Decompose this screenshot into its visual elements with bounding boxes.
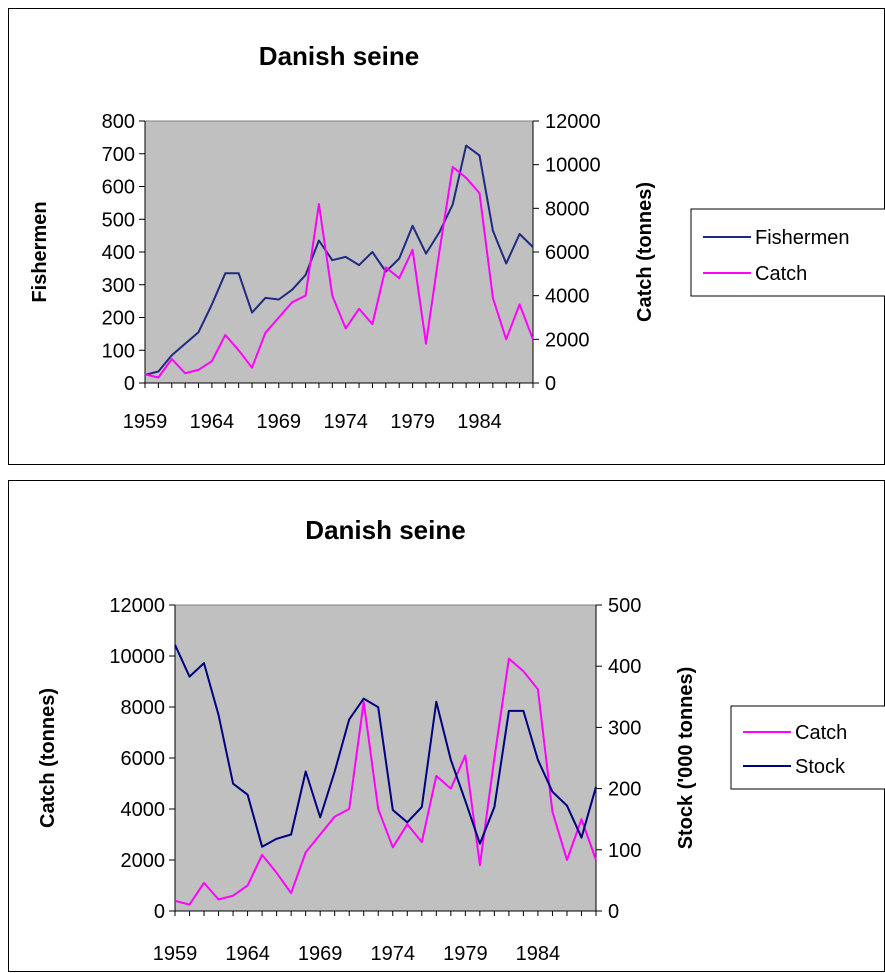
y-left-tick-label: 10000 [109,646,165,668]
y-right-tick-label: 500 [608,595,641,617]
y-right-axis-title: Stock ('000 tonnes) [675,667,697,850]
y-right-tick-label: 400 [608,656,641,678]
y-left-tick-label: 200 [102,308,135,330]
y-left-tick-label: 100 [102,340,135,362]
chart-fishermen-catch: Danish seine 0 100 200 300 400 500 600 700 800 0 20… [8,8,885,465]
y-right-tick-label: 0 [608,901,619,923]
y-left-tick-label: 6000 [121,748,166,770]
y-left-tick-label: 600 [102,177,135,199]
series-line-catch [144,165,534,379]
legend-label-stock: Stock [795,756,846,778]
y-right-tick-label: 10000 [545,155,601,177]
y-right-tick-label: 12000 [545,111,601,133]
series-line-fishermen [144,144,534,376]
x-tick-label: 1959 [123,411,168,433]
y-left-tick-label: 700 [102,144,135,166]
plot-area [144,120,534,384]
x-tick-label: 1974 [323,411,368,433]
chart-catch-stock: Danish seine 0 2000 4000 6000 8000 10000 12000 0… [8,480,885,972]
legend-label-catch: Catch [755,263,807,285]
x-tick-label: 1984 [457,411,502,433]
x-tick-label: 1979 [443,943,488,965]
x-tick-label: 1969 [298,943,343,965]
chart-catch-stock-svg: Danish seine 0 2000 4000 6000 8000 10000 12000 0… [37,515,885,965]
chart-title: Danish seine [305,515,465,545]
y-left-axis-title: Catch (tonnes) [37,688,59,828]
y-right-tick-label: 300 [608,717,641,739]
chart-title: Danish seine [259,41,419,71]
y-left-tick-label: 800 [102,111,135,133]
series-line-stock [174,644,597,848]
legend-box [690,208,885,297]
x-tick-label: 1959 [153,943,198,965]
y-left-tick-label: 8000 [121,697,166,719]
y-right-tick-label: 8000 [545,198,590,220]
x-tick-label: 1974 [371,943,416,965]
x-tick-label: 1984 [516,943,561,965]
y-left-tick-label: 0 [124,373,135,395]
x-tick-label: 1964 [225,943,270,965]
y-right-tick-label: 200 [608,779,641,801]
y-right-axis-title: Catch (tonnes) [634,182,656,322]
y-left-axis-title: Fishermen [29,201,51,302]
series-line-catch [174,657,597,906]
x-tick-label: 1979 [390,411,435,433]
chart-fishermen-catch-svg: Danish seine0100200300400500600700800020… [29,41,885,433]
legend-label-fishermen: Fishermen [755,227,849,249]
y-left-tick-label: 2000 [121,850,166,872]
x-tick-label: 1969 [257,411,302,433]
x-tick-label: 1964 [190,411,235,433]
legend-label-catch: Catch [795,722,847,744]
y-right-tick-label: 100 [608,840,641,862]
y-left-tick-label: 400 [102,242,135,264]
y-right-tick-label: 2000 [545,329,590,351]
y-right-tick-label: 6000 [545,242,590,264]
y-left-tick-label: 4000 [121,799,166,821]
y-left-tick-label: 12000 [109,595,165,617]
y-left-tick-label: 500 [102,209,135,231]
y-right-tick-label: 0 [545,373,556,395]
y-left-tick-label: 300 [102,275,135,297]
y-right-tick-label: 4000 [545,286,590,308]
legend-box [730,705,885,790]
y-left-tick-label: 0 [154,901,165,923]
